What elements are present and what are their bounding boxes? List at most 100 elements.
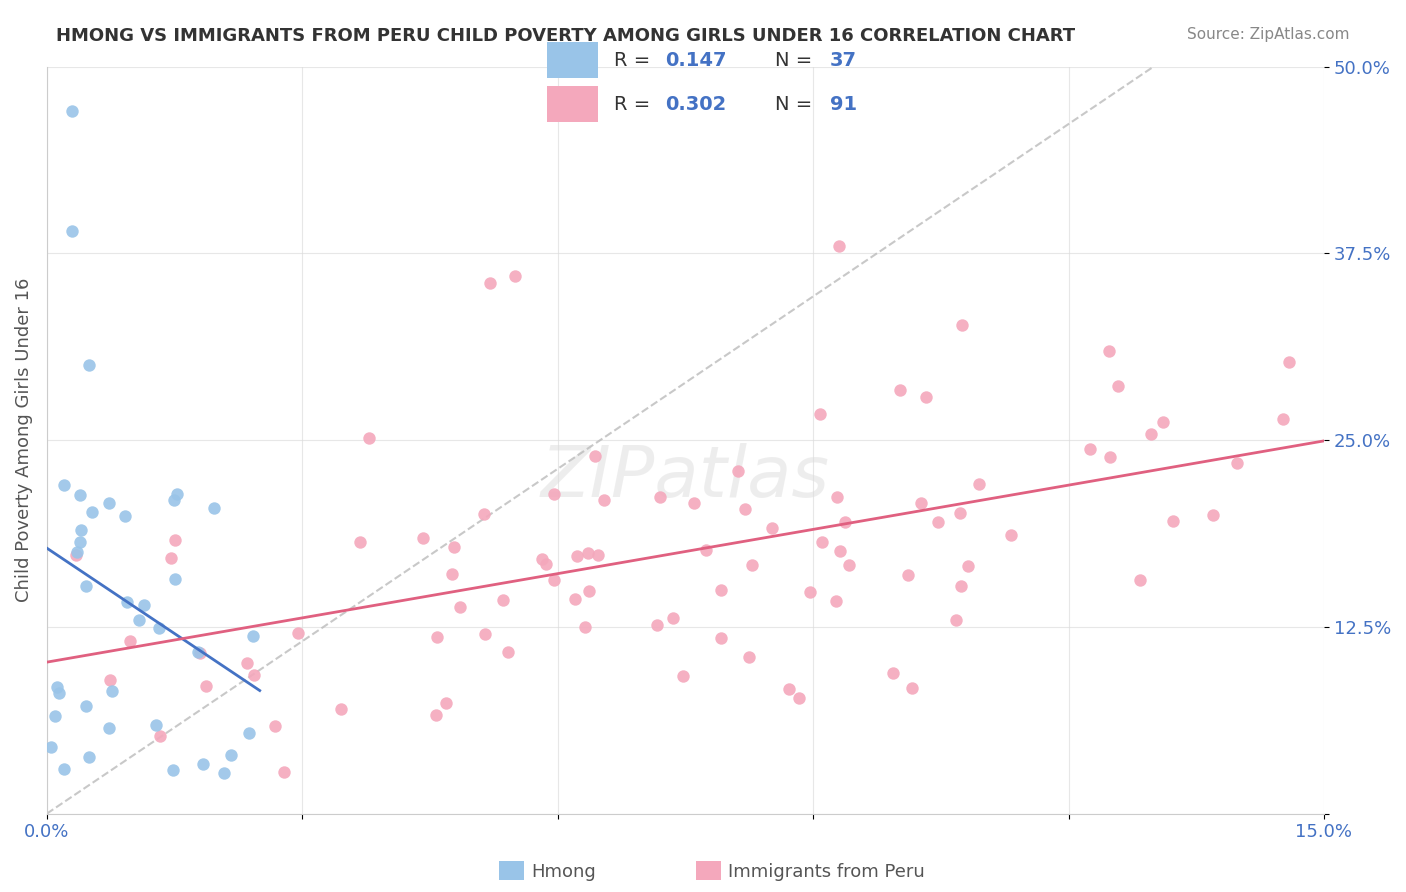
Point [827, 239, 849, 253]
Point [474, 626, 496, 640]
Point [219, 747, 242, 762]
Point [1107, 379, 1129, 393]
Point [662, 611, 685, 625]
Point [97, 722, 120, 736]
Y-axis label: Child Poverty Among Girls Under 16: Child Poverty Among Girls Under 16 [15, 278, 32, 602]
Point [1098, 450, 1121, 465]
Point [889, 384, 911, 398]
Point [449, 599, 471, 614]
Point [69, 488, 91, 502]
Point [48, 686, 70, 700]
Point [65, 545, 87, 559]
Point [593, 492, 616, 507]
Point [163, 572, 186, 586]
Point [441, 566, 464, 581]
Point [98, 496, 121, 510]
Text: Source: ZipAtlas.com: Source: ZipAtlas.com [1187, 27, 1350, 42]
Text: N =: N = [775, 51, 818, 70]
Point [967, 476, 990, 491]
Point [98, 673, 121, 687]
FancyBboxPatch shape [547, 42, 598, 78]
Point [188, 646, 211, 660]
Point [195, 679, 218, 693]
Text: N =: N = [775, 95, 818, 113]
Point [927, 515, 949, 529]
Point [574, 619, 596, 633]
Point [120, 633, 142, 648]
Point [564, 592, 586, 607]
Point [492, 593, 515, 607]
Point [543, 486, 565, 500]
Point [128, 613, 150, 627]
Point [44, 709, 66, 723]
Point [412, 532, 434, 546]
Point [1000, 528, 1022, 542]
Point [761, 521, 783, 535]
Point [162, 763, 184, 777]
Point [163, 493, 186, 508]
Point [834, 515, 856, 529]
Point [1271, 412, 1294, 426]
Point [586, 548, 609, 562]
Text: 37: 37 [830, 51, 856, 70]
Point [426, 631, 449, 645]
Point [349, 535, 371, 549]
Point [273, 764, 295, 779]
Point [503, 268, 526, 283]
Point [950, 318, 973, 332]
Point [187, 645, 209, 659]
Point [534, 557, 557, 571]
Point [70, 523, 93, 537]
Point [578, 583, 600, 598]
Point [799, 585, 821, 599]
Text: R =: R = [614, 51, 657, 70]
Point [478, 277, 501, 291]
Point [583, 449, 606, 463]
Point [778, 682, 800, 697]
Point [825, 594, 848, 608]
Text: 0.302: 0.302 [665, 95, 727, 113]
Point [434, 696, 457, 710]
Point [80, 505, 103, 519]
Point [808, 407, 831, 421]
Point [672, 669, 695, 683]
Text: Immigrants from Peru: Immigrants from Peru [728, 863, 925, 881]
Point [789, 690, 811, 705]
Point [148, 621, 170, 635]
Point [145, 718, 167, 732]
Point [838, 558, 860, 573]
Point [45, 680, 67, 694]
Point [236, 657, 259, 671]
Point [159, 551, 181, 566]
Point [576, 545, 599, 559]
Text: R =: R = [614, 95, 657, 113]
Point [645, 618, 668, 632]
Point [1163, 514, 1185, 528]
Point [811, 534, 834, 549]
Text: 0.147: 0.147 [665, 51, 727, 70]
Point [734, 502, 756, 516]
Point [543, 573, 565, 587]
Point [79, 750, 101, 764]
Point [287, 626, 309, 640]
Point [330, 702, 353, 716]
Point [882, 665, 904, 680]
Point [52, 478, 75, 492]
Point [75, 579, 97, 593]
Text: Hmong: Hmong [531, 863, 596, 881]
Point [496, 645, 519, 659]
Point [62, 224, 84, 238]
Text: 91: 91 [830, 95, 856, 113]
Point [948, 506, 970, 520]
Point [132, 598, 155, 612]
Point [238, 725, 260, 739]
Point [100, 683, 122, 698]
Point [242, 629, 264, 643]
Point [710, 583, 733, 598]
Point [165, 533, 187, 548]
Point [1078, 442, 1101, 456]
Point [65, 548, 87, 562]
Text: HMONG VS IMMIGRANTS FROM PERU CHILD POVERTY AMONG GIRLS UNDER 16 CORRELATION CHA: HMONG VS IMMIGRANTS FROM PERU CHILD POVE… [56, 27, 1076, 45]
Point [212, 766, 235, 780]
Point [1098, 343, 1121, 358]
